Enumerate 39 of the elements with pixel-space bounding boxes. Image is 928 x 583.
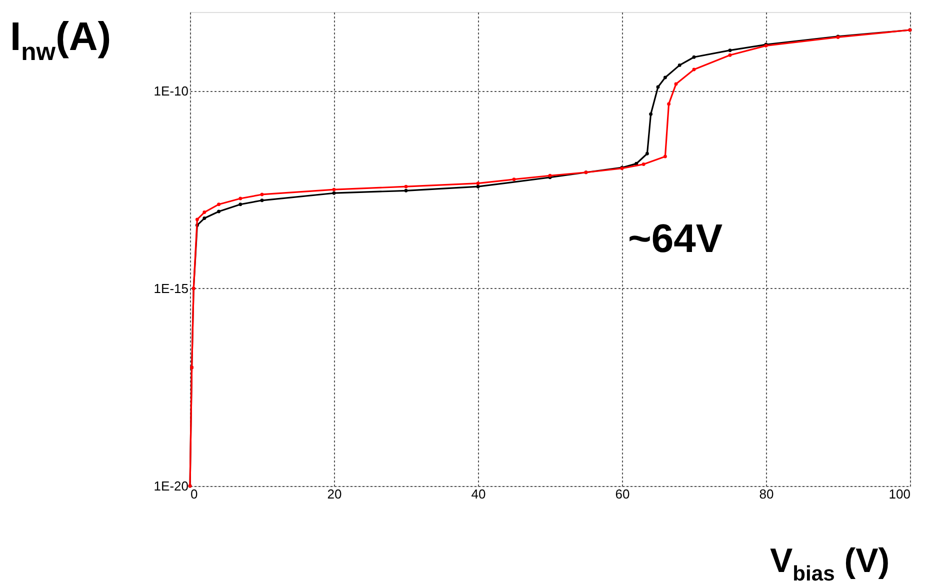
y-tick-label: 1E-20 (154, 478, 188, 494)
point (663, 154, 667, 158)
y-tick-label: 1E-10 (154, 84, 188, 98)
point (692, 68, 696, 72)
point (645, 152, 649, 156)
point (656, 85, 660, 89)
x-tick-label: 80 (759, 486, 774, 502)
point (260, 198, 264, 202)
point (667, 102, 671, 106)
annotation: ~64V (628, 217, 723, 261)
point (202, 216, 206, 220)
point (260, 192, 264, 196)
point (238, 196, 242, 200)
point (674, 82, 678, 86)
point (217, 202, 221, 206)
point (217, 210, 221, 214)
point (728, 48, 732, 52)
x-tick-label: 100 (888, 486, 910, 502)
point (195, 218, 199, 222)
x-tick-label: 0 (190, 486, 198, 502)
y-tick-label: 1E-15 (154, 281, 188, 296)
x-tick-label: 60 (615, 486, 630, 502)
point (404, 184, 408, 188)
point (202, 210, 206, 214)
point (332, 191, 336, 195)
point (332, 188, 336, 192)
point (728, 53, 732, 57)
point (649, 112, 653, 116)
point (642, 162, 646, 166)
point (512, 178, 516, 182)
point (678, 63, 682, 67)
x-tick-label: 20 (327, 486, 342, 502)
x-tick-label: 40 (471, 486, 486, 502)
point (476, 184, 480, 188)
point (476, 182, 480, 186)
point (663, 76, 667, 80)
point (692, 55, 696, 59)
point (238, 202, 242, 206)
point (404, 188, 408, 192)
